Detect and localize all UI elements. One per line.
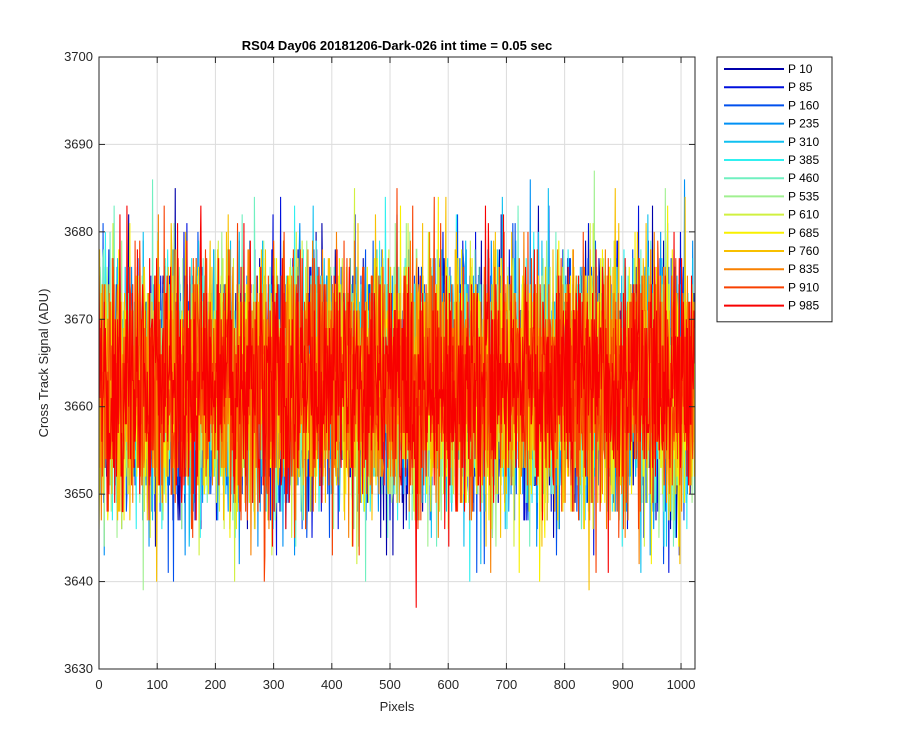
x-tick-label: 600: [437, 677, 459, 692]
chart-title: RS04 Day06 20181206-Dark-026 int time = …: [242, 38, 552, 53]
legend-label: P 460: [788, 171, 819, 185]
x-tick-label: 500: [379, 677, 401, 692]
legend-label: P 985: [788, 299, 819, 313]
x-tick-label: 0: [95, 677, 102, 692]
y-tick-label: 3660: [64, 399, 93, 414]
x-tick-label: 1000: [667, 677, 696, 692]
y-axis-label: Cross Track Signal (ADU): [36, 289, 51, 438]
y-tick-label: 3700: [64, 49, 93, 64]
legend-label: P 910: [788, 280, 819, 294]
legend-item[interactable]: P 235: [724, 117, 819, 131]
legend-item[interactable]: P 685: [724, 226, 819, 240]
legend[interactable]: P 10 P 85 P 160 P 235 P 310 P 385 P 460 P 535 P …: [716, 56, 833, 323]
legend-label: P 235: [788, 117, 819, 131]
ticks: 0 100 200 300 400 500 600 700 800 900 1000 3630 3640…: [64, 49, 695, 692]
legend-item[interactable]: P 760: [724, 244, 819, 258]
x-tick-label: 300: [263, 677, 285, 692]
legend-item[interactable]: P 610: [724, 208, 819, 222]
legend-label: P 85: [788, 80, 813, 94]
legend-item[interactable]: P 910: [724, 280, 819, 294]
legend-label: P 760: [788, 244, 819, 258]
plot-frame: [98, 56, 696, 670]
y-tick-label: 3630: [64, 661, 93, 676]
legend-label: P 835: [788, 262, 819, 276]
y-tick-label: 3670: [64, 311, 93, 326]
y-tick-label: 3650: [64, 486, 93, 501]
series-line-p985: [99, 205, 695, 608]
legend-label: P 160: [788, 98, 819, 112]
x-tick-label: 800: [554, 677, 576, 692]
y-tick-label: 3680: [64, 224, 93, 239]
legend-label: P 535: [788, 189, 819, 203]
legend-item[interactable]: P 385: [724, 153, 819, 167]
legend-label: P 310: [788, 135, 819, 149]
legend-item[interactable]: P 985: [724, 299, 819, 313]
x-axis-label: Pixels: [380, 699, 415, 714]
legend-label: P 385: [788, 153, 819, 167]
legend-label: P 610: [788, 208, 819, 222]
legend-box: [716, 56, 833, 323]
x-tick-label: 200: [205, 677, 227, 692]
y-tick-label: 3640: [64, 574, 93, 589]
legend-item[interactable]: P 85: [724, 80, 813, 94]
x-tick-label: 400: [321, 677, 343, 692]
x-tick-label: 900: [612, 677, 634, 692]
series-group: [99, 170, 695, 608]
legend-item[interactable]: P 160: [724, 98, 819, 112]
legend-label: P 10: [788, 62, 813, 76]
y-tick-label: 3690: [64, 136, 93, 151]
legend-item[interactable]: P 835: [724, 262, 819, 276]
legend-item[interactable]: P 310: [724, 135, 819, 149]
legend-item[interactable]: P 535: [724, 189, 819, 203]
legend-label: P 685: [788, 226, 819, 240]
x-tick-label: 100: [146, 677, 168, 692]
legend-item[interactable]: P 10: [724, 62, 813, 76]
legend-item[interactable]: P 460: [724, 171, 819, 185]
x-tick-label: 700: [496, 677, 518, 692]
